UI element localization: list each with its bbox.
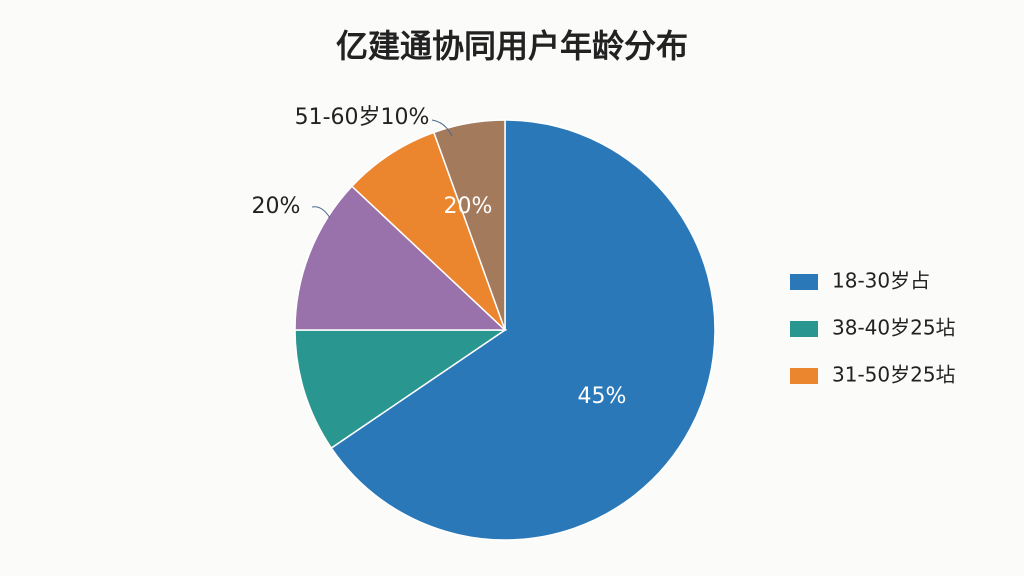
legend-swatch [790, 368, 818, 384]
annotation: 20% [252, 194, 301, 219]
legend-label: 38-40岁25坫 [832, 316, 956, 340]
legend-swatch [790, 321, 818, 337]
pie [294, 119, 716, 541]
pie-slice [350, 131, 506, 331]
legend: 18-30岁占 38-40岁25坫 31-50岁25坫 [790, 269, 956, 387]
chart-title: 亿建通协同用户年龄分布 [336, 27, 688, 65]
leader-line [311, 206, 331, 219]
pie-slice [432, 119, 506, 331]
annotation: 51-60岁10% [295, 105, 430, 130]
legend-swatch [790, 274, 818, 290]
pie-slice [294, 329, 508, 450]
legend-label: 31-50岁25坫 [832, 363, 956, 387]
annotation: 20% [444, 194, 493, 219]
legend-label: 18-30岁占 [832, 269, 930, 293]
pie-slice [294, 185, 507, 331]
leader-line [431, 119, 453, 137]
pie-slice [330, 119, 716, 541]
annotation: 45% [578, 384, 627, 409]
